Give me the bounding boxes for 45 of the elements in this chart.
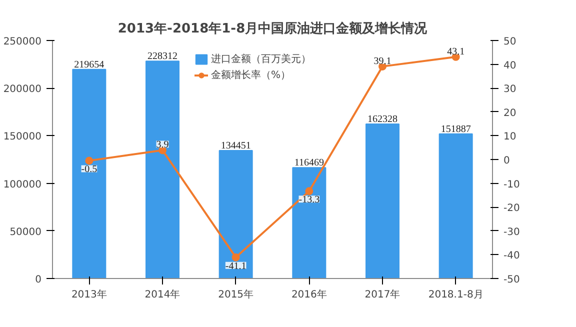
- y2-tick-label: 20: [504, 108, 516, 119]
- bar: [72, 68, 106, 278]
- legend-label: 进口金额（百万美元）: [211, 52, 311, 66]
- y2-tick-label: 50: [504, 36, 516, 48]
- data-label: 134451: [220, 140, 251, 152]
- data-label: 219654: [74, 59, 104, 70]
- y2-tick-label: -30: [504, 226, 520, 238]
- y-tick-label: 50000: [10, 226, 42, 238]
- bar: [218, 150, 253, 278]
- y2-tick-label: 0: [504, 156, 510, 166]
- x-tick-label: 2015年: [218, 288, 254, 300]
- point: [305, 187, 314, 196]
- data-label: 162328: [368, 114, 398, 125]
- y-tick-label: 100000: [3, 179, 42, 190]
- point: [232, 253, 240, 262]
- y-tick-label: 200000: [3, 84, 42, 96]
- data-label: 116469: [294, 158, 324, 169]
- data-label: 3.9: [156, 140, 169, 151]
- y2-tick-label: 40: [504, 60, 516, 72]
- y2-tick-label: -20: [504, 203, 520, 214]
- legend-label: 金额增长率（%）: [211, 68, 291, 82]
- y2-tick-label: 10: [504, 132, 516, 143]
- chart-title: 2013年-2018年1-8月中国原油进口金额及增长情况: [118, 20, 428, 36]
- y-tick-label: 250000: [3, 36, 42, 48]
- x-tick-label: 2014年: [144, 288, 180, 300]
- y-tick-label: 150000: [3, 132, 42, 143]
- y-tick-label: 0: [35, 274, 42, 286]
- x-tick-label: 2017年: [364, 288, 400, 300]
- data-label: 43.1: [447, 46, 465, 58]
- y2-tick-label: -50: [504, 274, 520, 286]
- bar: [146, 60, 180, 278]
- bar: [438, 133, 473, 278]
- x-tick-label: 2016年: [291, 288, 327, 300]
- bar: [292, 167, 326, 278]
- data-label: 39.1: [374, 56, 392, 67]
- point: [85, 156, 94, 165]
- bar: [366, 123, 400, 278]
- x-tick-label: 2018.1-8月: [428, 290, 484, 300]
- y2-tick-label: -40: [504, 250, 520, 262]
- x-tick-label: 2013年: [71, 288, 107, 300]
- data-label: 151887: [440, 124, 471, 135]
- y2-tick-label: 30: [504, 84, 516, 96]
- data-label: -0.5: [81, 164, 98, 176]
- data-label: 228312: [148, 51, 178, 62]
- y2-tick-label: -10: [504, 179, 520, 190]
